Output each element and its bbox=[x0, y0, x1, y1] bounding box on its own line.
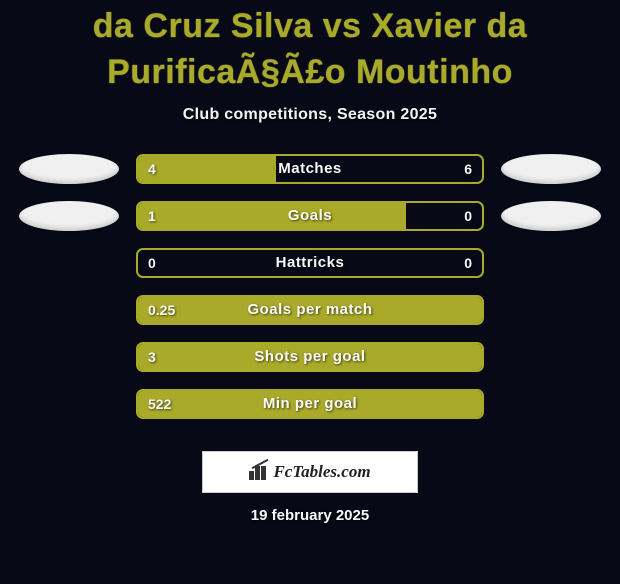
stat-label: Matches bbox=[136, 154, 484, 184]
player-marker-right bbox=[501, 154, 601, 184]
stat-row: 522Min per goal bbox=[0, 389, 620, 419]
player-marker-left bbox=[19, 154, 119, 184]
date-text: 19 february 2025 bbox=[0, 507, 620, 524]
stat-bar: 0.25Goals per match bbox=[136, 295, 484, 325]
stat-value-right: 0 bbox=[464, 201, 472, 231]
stat-value-right: 6 bbox=[464, 154, 472, 184]
stat-bar: 3Shots per goal bbox=[136, 342, 484, 372]
stat-row: 1Goals0 bbox=[0, 201, 620, 231]
stat-bar: 4Matches6 bbox=[136, 154, 484, 184]
badge-text: FcTables.com bbox=[273, 462, 370, 482]
chart-icon bbox=[249, 464, 267, 480]
stat-row: 3Shots per goal bbox=[0, 342, 620, 372]
stat-label: Goals per match bbox=[136, 295, 484, 325]
stat-row: 0.25Goals per match bbox=[0, 295, 620, 325]
stat-label: Shots per goal bbox=[136, 342, 484, 372]
player-marker-right bbox=[501, 201, 601, 231]
page-subtitle: Club competitions, Season 2025 bbox=[0, 106, 620, 124]
stat-bar: 0Hattricks0 bbox=[136, 248, 484, 278]
stat-bar: 1Goals0 bbox=[136, 201, 484, 231]
page-title: da Cruz Silva vs Xavier da PurificaÃ§Ã£o… bbox=[0, 4, 620, 96]
source-badge: FcTables.com bbox=[202, 451, 418, 493]
stat-label: Hattricks bbox=[136, 248, 484, 278]
stat-row: 4Matches6 bbox=[0, 154, 620, 184]
stat-value-right: 0 bbox=[464, 248, 472, 278]
stat-row: 0Hattricks0 bbox=[0, 248, 620, 278]
stat-label: Min per goal bbox=[136, 389, 484, 419]
player-marker-left bbox=[19, 201, 119, 231]
stat-bar: 522Min per goal bbox=[136, 389, 484, 419]
stat-label: Goals bbox=[136, 201, 484, 231]
stat-rows-container: 4Matches61Goals00Hattricks00.25Goals per… bbox=[0, 154, 620, 419]
